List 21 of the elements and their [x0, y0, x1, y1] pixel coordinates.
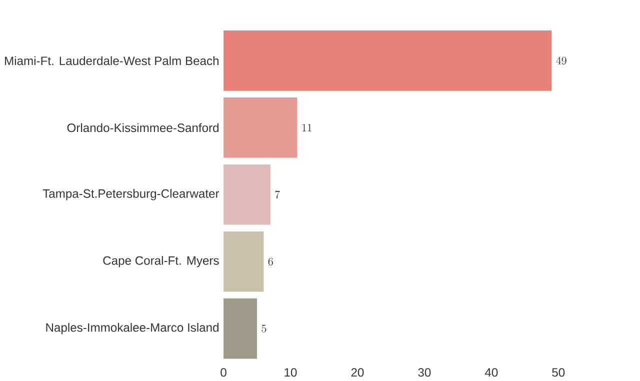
y-tick-label: Tampa-St.Petersburg-Clearwater	[42, 189, 220, 200]
data-label: 11	[302, 124, 312, 132]
bar	[224, 30, 552, 91]
bar	[224, 298, 258, 359]
data-label: 5	[262, 324, 266, 333]
x-tick-label: 40	[484, 368, 498, 377]
data-label: 7	[275, 190, 280, 199]
x-tick-label: 0	[220, 368, 226, 377]
x-tick-label: 50	[552, 368, 565, 377]
x-tick-label: 30	[418, 368, 431, 377]
y-tick-label: Miami-Ft. Lauderdale-West Palm Beach	[5, 56, 218, 66]
x-tick-label: 20	[351, 368, 364, 377]
x-tick-label: 10	[284, 368, 297, 377]
bar	[224, 232, 264, 292]
bar	[224, 164, 270, 225]
y-tick-label: Naples-Immokalee-Marco Island	[46, 323, 218, 334]
y-tick-label: Cape Coral-Ft. Myers	[103, 256, 219, 268]
y-tick-label: Orlando-Kissimmee-Sanford	[67, 123, 219, 132]
data-label: 6	[268, 258, 273, 266]
bar	[224, 98, 298, 158]
data-label: 49	[556, 56, 566, 65]
